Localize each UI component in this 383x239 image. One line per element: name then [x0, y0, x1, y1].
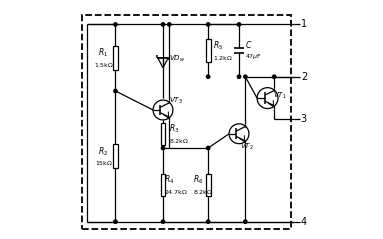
Circle shape	[273, 75, 276, 78]
Text: $VT_1$: $VT_1$	[273, 91, 287, 101]
Text: $R_2$: $R_2$	[98, 145, 109, 158]
Circle shape	[206, 23, 210, 26]
Bar	[113, 144, 118, 168]
Circle shape	[206, 146, 210, 150]
Circle shape	[237, 23, 241, 26]
Circle shape	[114, 89, 117, 93]
Text: $VT_3$: $VT_3$	[169, 95, 183, 106]
Text: 3: 3	[301, 114, 307, 125]
Text: $R_5$: $R_5$	[213, 40, 223, 52]
Circle shape	[161, 23, 165, 26]
Circle shape	[161, 220, 165, 223]
Text: 24.7k$\Omega$: 24.7k$\Omega$	[164, 188, 188, 196]
Text: 2: 2	[301, 72, 307, 82]
Text: $R_6$: $R_6$	[193, 174, 203, 186]
Text: 1.2k$\Omega$: 1.2k$\Omega$	[213, 54, 232, 62]
Text: 8.2k$\Omega$: 8.2k$\Omega$	[193, 188, 213, 196]
Circle shape	[161, 146, 165, 150]
Text: 47$\mu$F: 47$\mu$F	[245, 52, 262, 61]
Circle shape	[206, 75, 210, 78]
Text: 1: 1	[301, 19, 307, 29]
Bar	[160, 174, 165, 196]
Circle shape	[237, 75, 241, 78]
Text: $VT_2$: $VT_2$	[240, 142, 254, 152]
Circle shape	[168, 23, 171, 26]
Bar	[113, 46, 118, 70]
Text: $R_3$: $R_3$	[169, 123, 179, 136]
Text: $VD_w$: $VD_w$	[169, 54, 185, 64]
Circle shape	[114, 220, 117, 223]
Circle shape	[244, 220, 247, 223]
Bar	[206, 39, 211, 62]
Circle shape	[206, 220, 210, 223]
Circle shape	[114, 23, 117, 26]
Text: 4: 4	[301, 217, 307, 227]
Text: 15k$\Omega$: 15k$\Omega$	[95, 159, 113, 168]
Bar	[206, 174, 211, 196]
Text: 1.5k$\Omega$: 1.5k$\Omega$	[93, 61, 114, 69]
Text: $C$: $C$	[245, 39, 252, 50]
Text: $R_4$: $R_4$	[164, 174, 175, 186]
Circle shape	[244, 75, 247, 78]
Text: $R_1$: $R_1$	[98, 47, 109, 59]
Bar	[160, 123, 165, 145]
Text: 8.2k$\Omega$: 8.2k$\Omega$	[169, 137, 188, 145]
